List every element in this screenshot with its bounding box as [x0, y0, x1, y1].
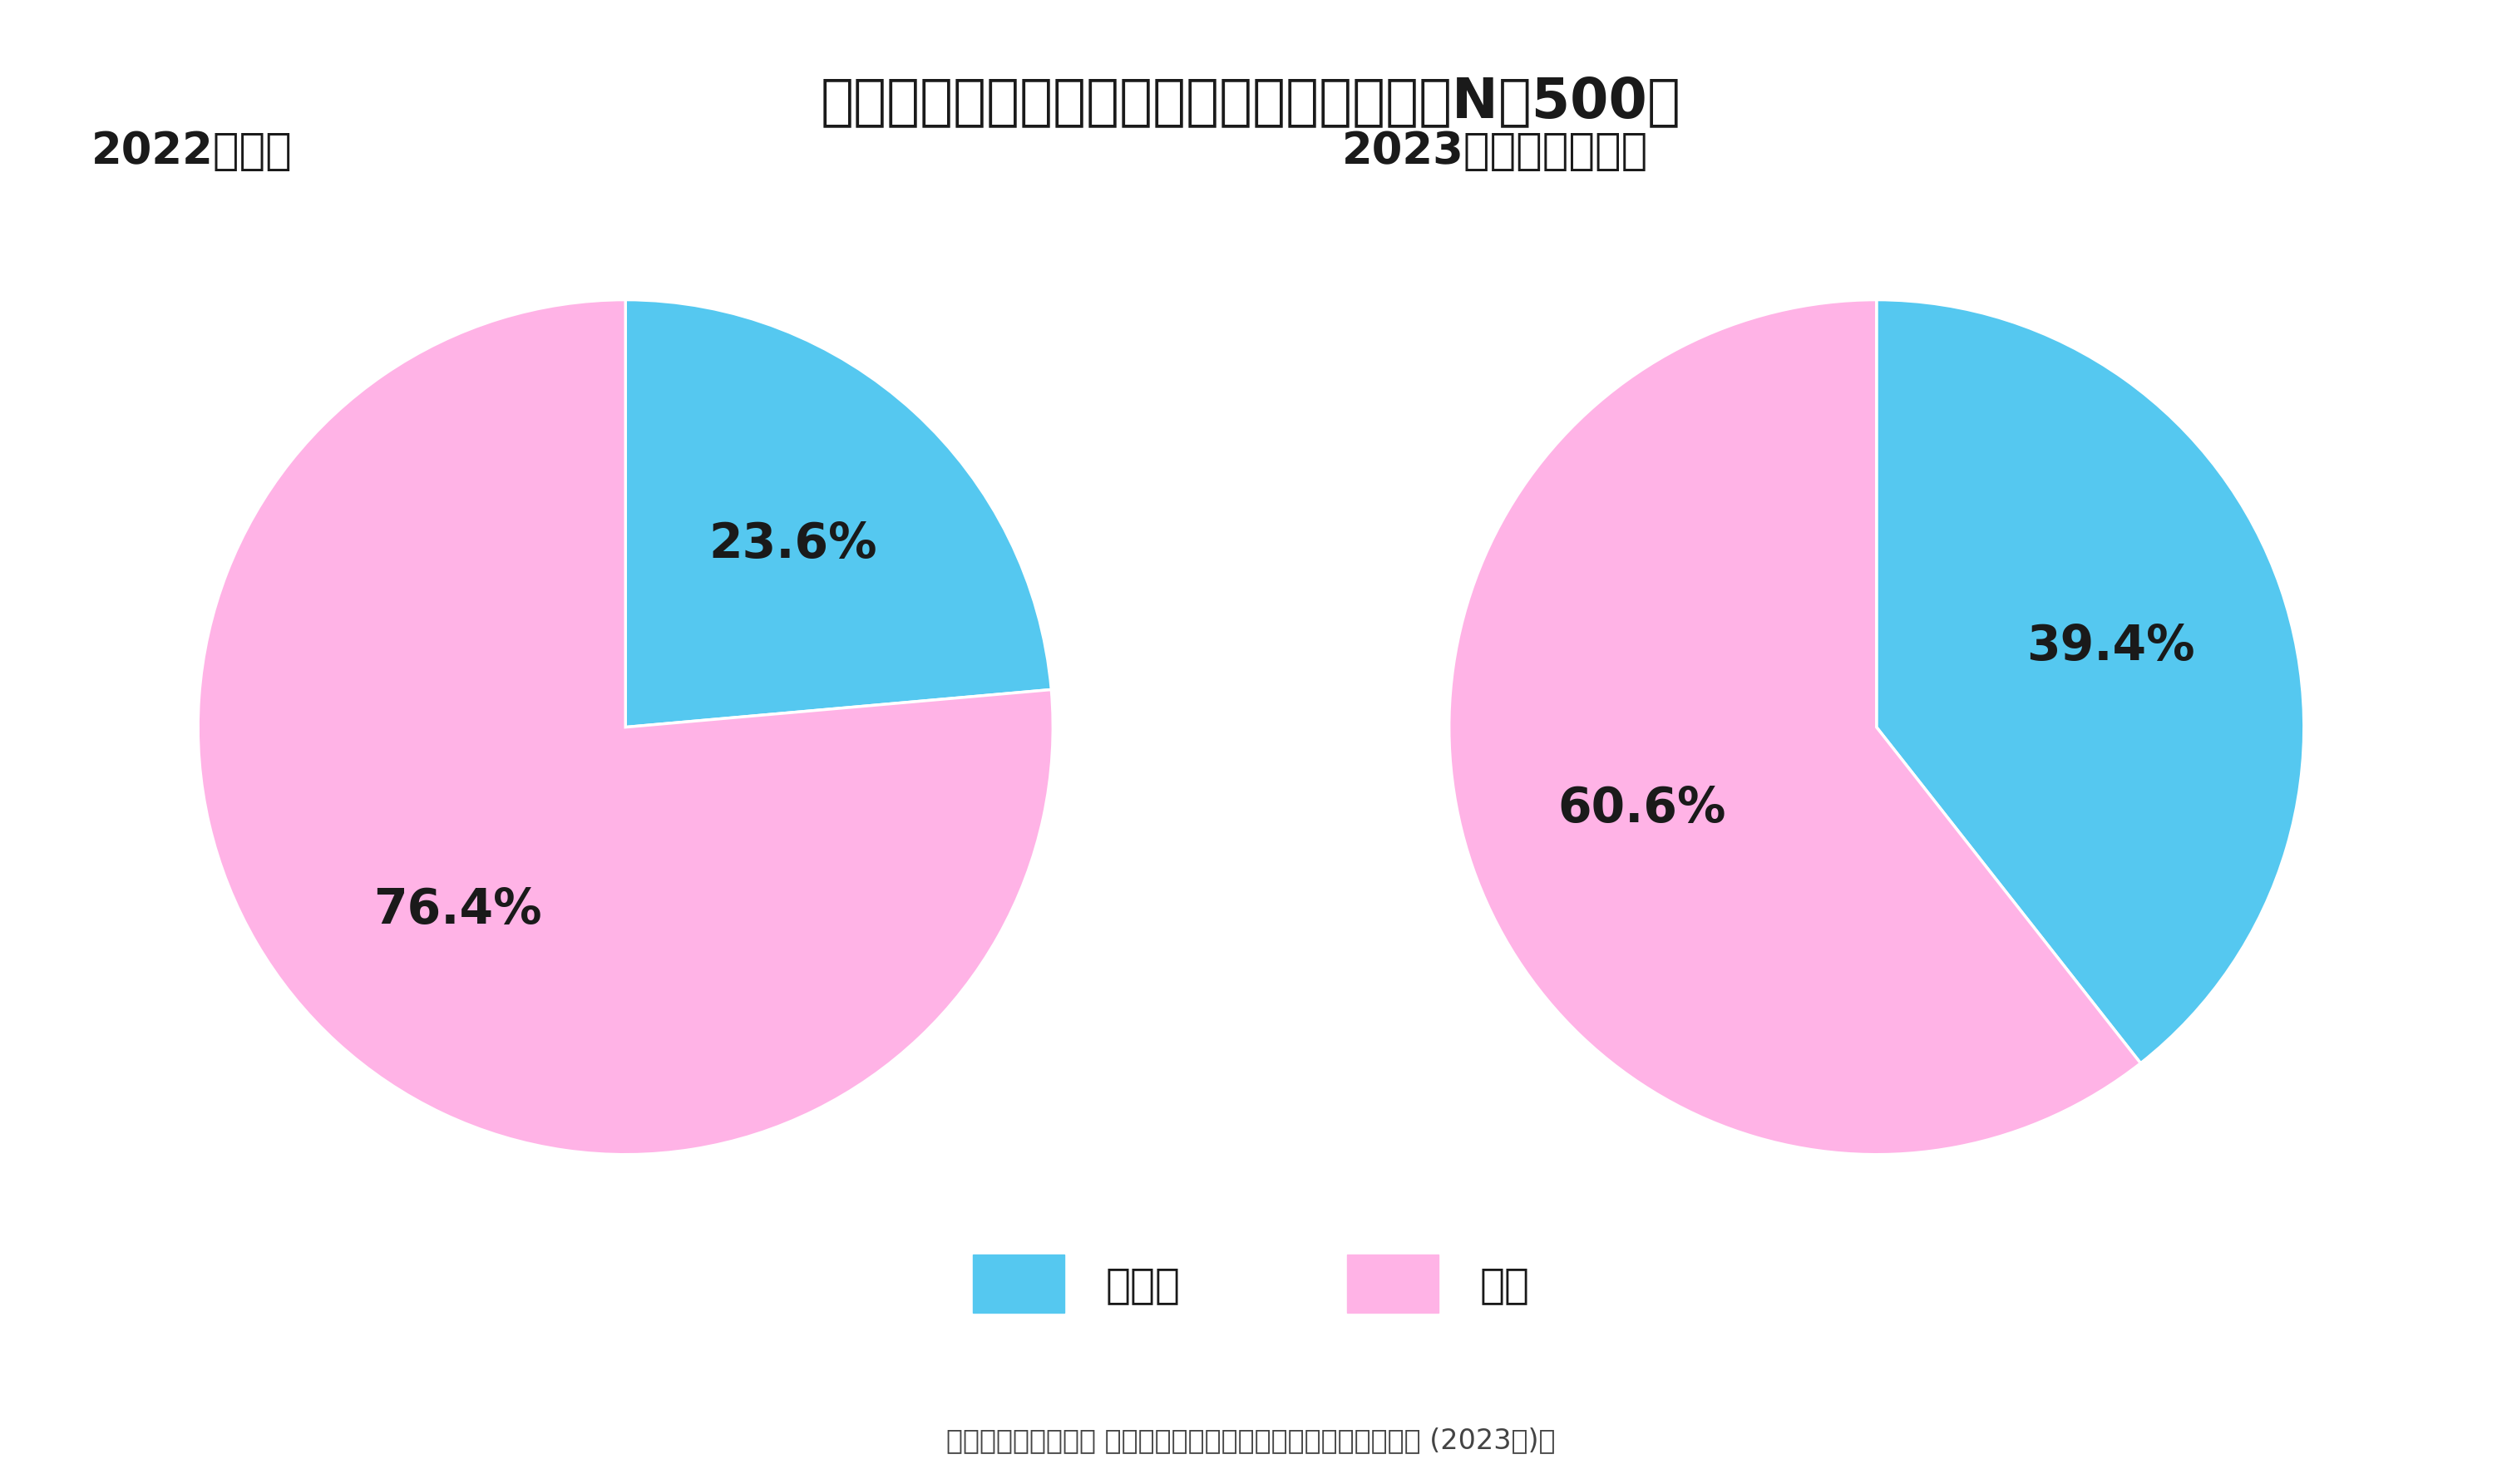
Text: 76.4%: 76.4%: [373, 886, 543, 933]
Text: 2023年の夏（予定）: 2023年の夏（予定）: [1341, 131, 1649, 174]
Text: 39.4%: 39.4%: [2027, 622, 2194, 669]
Text: 暑さ対策における節電の実施について　（N＝500）: 暑さ対策における節電の実施について （N＝500）: [821, 74, 1681, 129]
Text: 積水ハウス株式会社 住生活研究所「暑さ対策における節電調査 (2023年)」: 積水ハウス株式会社 住生活研究所「暑さ対策における節電調査 (2023年)」: [946, 1428, 1556, 1454]
Text: 23.6%: 23.6%: [708, 521, 878, 568]
Wedge shape: [1876, 300, 2304, 1063]
Wedge shape: [626, 300, 1051, 727]
Text: 2022年の夏: 2022年の夏: [90, 131, 293, 174]
Wedge shape: [1449, 300, 2142, 1155]
Text: 60.6%: 60.6%: [1559, 785, 1726, 833]
Legend: 未実施, 実施: 未実施, 実施: [956, 1238, 1546, 1330]
Wedge shape: [198, 300, 1053, 1155]
